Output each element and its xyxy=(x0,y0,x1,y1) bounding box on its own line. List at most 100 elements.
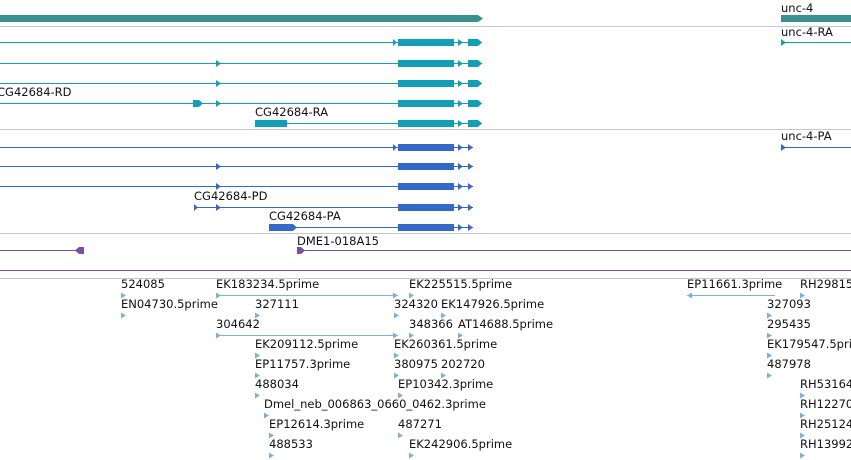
probe-label-dme1: DME1-018A15 xyxy=(297,234,379,248)
est-label: 488034 xyxy=(255,377,299,391)
probe-left[interactable] xyxy=(0,247,84,254)
est-label: 348366 xyxy=(409,317,453,331)
est-feature[interactable]: 295435 xyxy=(767,317,811,339)
est-label: 295435 xyxy=(767,317,811,331)
est-label: RH12270 xyxy=(800,397,851,411)
est-feature[interactable]: RH13992 xyxy=(800,437,851,459)
est-feature[interactable]: EK209112.5prime xyxy=(255,337,358,359)
est-label: EK183234.5prime xyxy=(216,277,319,291)
strand-forward-icon xyxy=(409,332,414,339)
transcript-unc4-ra[interactable]: unc-4-RA xyxy=(781,25,851,46)
est-feature[interactable]: EK147926.5prime xyxy=(441,297,544,319)
protein-track: unc-4-PA CG42684-PD xyxy=(0,129,851,234)
est-label: EK260361.5prime xyxy=(394,337,497,351)
est-feature[interactable]: AT14688.5prime xyxy=(458,317,553,339)
est-label: EN04730.5prime xyxy=(121,297,218,311)
est-feature[interactable]: RH12270 xyxy=(800,397,851,419)
est-label: AT14688.5prime xyxy=(458,317,553,331)
transcript-label-unc4-ra: unc-4-RA xyxy=(781,25,833,39)
strand-forward-icon xyxy=(394,312,399,319)
est-label: 524085 xyxy=(121,277,165,291)
est-feature[interactable]: 348366 xyxy=(409,317,453,339)
gene-cg42684[interactable] xyxy=(0,15,483,22)
strand-forward-icon xyxy=(216,332,221,339)
strand-forward-icon xyxy=(409,292,414,299)
est-feature[interactable]: 202720 xyxy=(441,357,485,379)
est-feature[interactable]: EP12614.3prime xyxy=(269,417,364,439)
est-label: 487978 xyxy=(767,357,811,371)
est-label: EK209112.5prime xyxy=(255,337,358,351)
gene-track: unc-4 xyxy=(0,1,851,27)
strand-forward-icon xyxy=(441,312,446,319)
strand-forward-icon xyxy=(409,452,414,459)
est-label: RH13992 xyxy=(800,437,851,451)
protein-label-unc4-pa: unc-4-PA xyxy=(781,129,832,143)
strand-forward-icon xyxy=(767,312,772,319)
protein-row[interactable] xyxy=(0,183,473,190)
protein-cg42684-pd[interactable]: CG42684-PD xyxy=(194,189,473,211)
est-label: RH53164 xyxy=(800,377,851,391)
est-feature[interactable]: 380975 xyxy=(394,357,438,379)
est-feature[interactable]: 327111 xyxy=(255,297,299,319)
est-feature[interactable]: 487978 xyxy=(767,357,811,379)
est-feature[interactable]: RH53164 xyxy=(800,377,851,399)
est-feature[interactable]: EK242906.5prime xyxy=(409,437,512,459)
strand-forward-icon xyxy=(264,412,269,419)
strand-forward-icon xyxy=(800,412,805,419)
est-label: 488533 xyxy=(269,437,313,451)
est-feature[interactable]: 324320 xyxy=(394,297,438,319)
est-feature[interactable]: 524085 xyxy=(121,277,165,299)
est-label: RH25124 xyxy=(800,417,851,431)
protein-label-cg42684-pa: CG42684-PA xyxy=(269,209,341,223)
strand-forward-icon xyxy=(800,452,805,459)
est-feature[interactable]: RH25124 xyxy=(800,417,851,439)
est-feature[interactable]: EK179547.5prime xyxy=(767,337,851,359)
est-feature[interactable]: 488034 xyxy=(255,377,299,399)
est-label: RH29815 xyxy=(800,277,851,291)
est-label: EK225515.5prime xyxy=(409,277,512,291)
est-feature[interactable]: 304642 xyxy=(216,317,398,339)
strand-forward-icon xyxy=(767,332,772,339)
est-feature[interactable]: EP11661.3prime xyxy=(687,277,782,299)
strand-forward-icon xyxy=(441,372,446,379)
est-label: 202720 xyxy=(441,357,485,371)
protein-unc4-pa[interactable]: unc-4-PA xyxy=(781,129,851,151)
est-feature[interactable]: 488533 xyxy=(269,437,313,459)
strand-forward-icon xyxy=(255,312,260,319)
est-feature[interactable]: EP10342.3prime xyxy=(398,377,493,399)
est-feature[interactable]: 487271 xyxy=(398,417,442,439)
est-feature[interactable]: EN04730.5prime xyxy=(121,297,218,319)
transcript-row[interactable] xyxy=(0,80,482,87)
est-label: EP12614.3prime xyxy=(269,417,364,431)
gene-unc4[interactable]: unc-4 xyxy=(781,1,851,22)
protein-row[interactable] xyxy=(0,163,473,170)
strand-forward-icon xyxy=(255,352,260,359)
est-feature[interactable]: EP11757.3prime xyxy=(255,357,350,379)
est-label: EP11661.3prime xyxy=(687,277,782,291)
transcript-cg42684-rd[interactable]: CG42684-RD xyxy=(0,85,482,107)
gene-label-unc4: unc-4 xyxy=(781,1,813,15)
strand-forward-icon xyxy=(767,372,772,379)
strand-forward-icon xyxy=(394,352,399,359)
protein-row[interactable] xyxy=(0,144,473,151)
strand-forward-icon xyxy=(767,352,772,359)
est-feature[interactable]: 327093 xyxy=(767,297,811,319)
est-feature[interactable]: RH29815 xyxy=(800,277,851,299)
strand-forward-icon xyxy=(398,432,403,439)
transcript-row[interactable] xyxy=(0,39,482,46)
est-feature[interactable]: Dmel_neb_006863_0660_0462.3prime xyxy=(264,397,486,419)
strand-forward-icon xyxy=(800,432,805,439)
strand-forward-icon xyxy=(393,332,398,339)
est-label: EK179547.5prime xyxy=(767,337,851,351)
est-label: 380975 xyxy=(394,357,438,371)
transcript-row[interactable] xyxy=(0,60,482,67)
transcript-label-cg42684-rd: CG42684-RD xyxy=(0,85,72,99)
transcript-cg42684-ra[interactable]: CG42684-RA xyxy=(255,105,482,127)
probe-dme1-018a15[interactable]: DME1-018A15 xyxy=(297,234,851,254)
est-feature[interactable]: EK225515.5prime xyxy=(409,277,512,299)
est-feature[interactable]: EK183234.5prime xyxy=(216,277,398,299)
protein-cg42684-pa[interactable]: CG42684-PA xyxy=(269,209,473,231)
est-feature[interactable]: EK260361.5prime xyxy=(394,337,497,359)
